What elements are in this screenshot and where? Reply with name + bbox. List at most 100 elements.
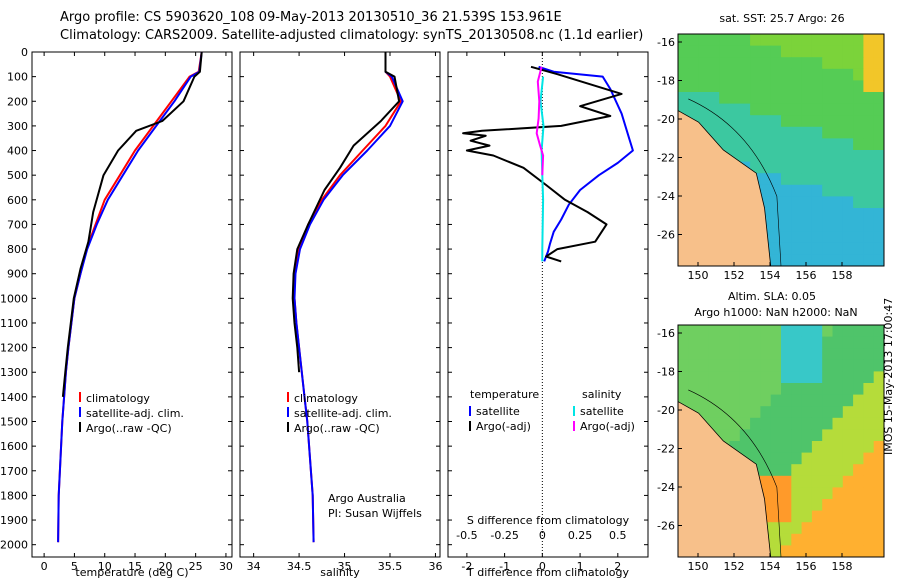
map-cell [750,126,761,139]
map-cell [781,487,792,500]
map-cell [739,150,751,163]
map-cell [842,475,854,488]
map-cell [822,359,833,372]
map-cell [822,475,833,488]
map-cell [832,254,844,267]
map-cell [832,103,844,116]
map-cell [832,45,844,58]
map-cell [739,429,751,442]
map-cell [719,348,730,361]
legend-label: climatology [86,392,150,405]
map-cell [863,325,875,338]
map-cell [873,231,885,244]
map-cell [811,184,823,197]
map-cell [739,441,751,454]
map-cell [801,196,813,209]
map-cell [688,68,700,81]
map-cell [739,34,751,47]
map-cell [708,359,720,372]
map-cell [750,371,761,384]
map-cell [822,325,833,338]
map-cell [842,452,854,465]
map-cell [770,242,782,255]
map-cell [760,45,772,58]
map-cell [791,161,803,174]
map-x-tick-label: 158 [832,560,853,573]
map-cell [781,103,792,116]
map-cell [781,150,792,163]
map-cell [822,429,833,442]
map-cell [760,429,772,442]
map-cell [760,394,772,407]
map-cell [688,80,700,93]
map-cell [760,359,772,372]
map-cell [770,150,782,163]
map-cell [678,325,689,338]
map-cell [770,68,782,81]
map-cell [729,383,741,396]
map-cell [842,394,854,407]
map-cell [719,80,730,93]
map-cell [770,499,782,512]
map-cell [678,34,689,47]
map-cell [791,545,803,558]
map-cell [832,219,844,232]
map-cell [770,80,782,93]
map-cell [842,242,854,255]
map-cell [822,394,833,407]
map-cell [729,441,741,454]
map-cell [822,161,833,174]
map-cell [842,406,854,419]
series-line-argo-raw-qc- [61,51,203,397]
map-cell [708,336,720,349]
map-cell [739,92,751,105]
map-cell [811,383,823,396]
map-cell [811,80,823,93]
map-cell [842,196,854,209]
map-cell [791,242,803,255]
x-tick-label: 2 [614,560,621,573]
x-tick-label: 34.5 [287,560,312,573]
map-cell [781,475,792,488]
map-cell [729,45,741,58]
map-cell [791,196,803,209]
map-cell [770,173,782,186]
map-cell [678,371,689,384]
map-cell [770,371,782,384]
map-cell [853,383,864,396]
map-cell [863,231,875,244]
map-cell [678,92,689,105]
map-cell [781,406,792,419]
map-cell [832,115,844,128]
map-cell [822,336,833,349]
map-cell [729,68,741,81]
map-cell [719,57,730,70]
map-cell [770,522,782,535]
map-cell [822,533,833,546]
map-cell [832,475,844,488]
map-cell [791,359,803,372]
y-tick-label: 2000 [0,539,28,552]
map-cell [770,510,782,523]
map-cell [729,92,741,105]
map-cell [873,208,885,221]
x-axis-label: T difference from climatology [466,566,629,579]
map-cell [781,371,792,384]
map-cell [760,126,772,139]
map-cell [781,533,792,546]
map-cell [842,208,854,221]
bathymetry-contour [688,389,782,558]
map-cell [678,394,689,407]
map-cell [853,184,864,197]
map-cell [801,406,813,419]
map-cell [708,45,720,58]
map-cell [688,371,700,384]
y-tick-label: 1700 [0,465,28,478]
map-cell [853,487,864,500]
map-cell [801,383,813,396]
map-cell [863,126,875,139]
map-cell [750,57,761,70]
map-cell [873,533,885,546]
map-cell [873,325,885,338]
map-cell [760,464,772,477]
